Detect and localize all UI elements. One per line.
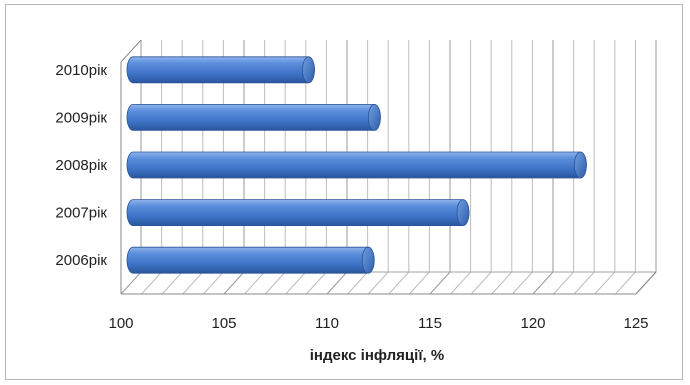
floor-gridline bbox=[491, 271, 513, 295]
floor-gridline bbox=[306, 271, 327, 295]
bar bbox=[126, 246, 375, 274]
floor-gridline bbox=[244, 271, 265, 295]
floor-gridline bbox=[264, 271, 286, 295]
floor-gridline bbox=[223, 271, 245, 295]
floor-right-edge bbox=[635, 271, 657, 295]
category-label: 2007рік bbox=[55, 205, 107, 222]
floor-gridline bbox=[161, 271, 183, 295]
floor-gridline bbox=[141, 271, 162, 295]
floor-gridline bbox=[203, 271, 224, 295]
floor-gridline bbox=[615, 271, 636, 295]
floor-gridline bbox=[409, 271, 430, 295]
bar bbox=[126, 104, 381, 131]
floor-gridline bbox=[553, 271, 574, 295]
x-axis-ticks: 100 105 110 115 120 125 bbox=[108, 315, 648, 332]
category-label: 2010рік bbox=[55, 62, 107, 79]
bar-end-cap bbox=[573, 151, 587, 179]
left-wall-top-edge bbox=[120, 39, 142, 63]
floor-gridline bbox=[470, 271, 492, 295]
x-tick-label: 115 bbox=[418, 315, 442, 332]
floor-gridline bbox=[347, 271, 368, 295]
bars bbox=[126, 56, 587, 274]
category-label: 2006рік bbox=[55, 252, 107, 269]
bar bbox=[126, 151, 587, 179]
floor-gridline bbox=[388, 271, 410, 295]
floor-gridline bbox=[182, 271, 204, 295]
floor-gridline bbox=[450, 271, 471, 295]
x-tick-label: 120 bbox=[520, 315, 545, 332]
floor-gridline bbox=[326, 271, 348, 295]
floor-gridline bbox=[120, 271, 142, 295]
x-tick-label: 110 bbox=[315, 315, 339, 332]
floor-gridline bbox=[285, 271, 307, 295]
floor-gridline bbox=[367, 271, 389, 295]
bar-body bbox=[126, 151, 587, 179]
floor-gridline bbox=[532, 271, 554, 295]
floor-gridline bbox=[573, 271, 595, 295]
bar-end-cap bbox=[456, 199, 470, 227]
bar-body bbox=[126, 199, 470, 226]
bar bbox=[126, 56, 315, 84]
bar-end-cap bbox=[367, 104, 381, 131]
bar-body bbox=[126, 56, 315, 84]
x-tick-label: 125 bbox=[623, 315, 648, 332]
x-tick-label: 105 bbox=[211, 315, 236, 332]
chart-frame bbox=[5, 4, 683, 380]
floor-gridline bbox=[429, 271, 451, 295]
bar-body bbox=[126, 104, 381, 131]
bar-end-cap bbox=[361, 246, 375, 274]
bar-end-cap bbox=[302, 56, 315, 84]
category-label: 2009рік bbox=[55, 109, 107, 126]
x-tick-label: 100 bbox=[108, 315, 133, 332]
bar bbox=[126, 199, 470, 227]
floor-gridline bbox=[594, 271, 616, 295]
x-axis-label: індекс інфляції, % bbox=[310, 347, 444, 364]
floor-gridline bbox=[512, 271, 533, 295]
category-labels: 2006рік 2007рік 2008рік 2009рік 2010рік bbox=[55, 62, 107, 269]
category-label: 2008рік bbox=[55, 157, 107, 174]
bar-body bbox=[126, 246, 375, 274]
